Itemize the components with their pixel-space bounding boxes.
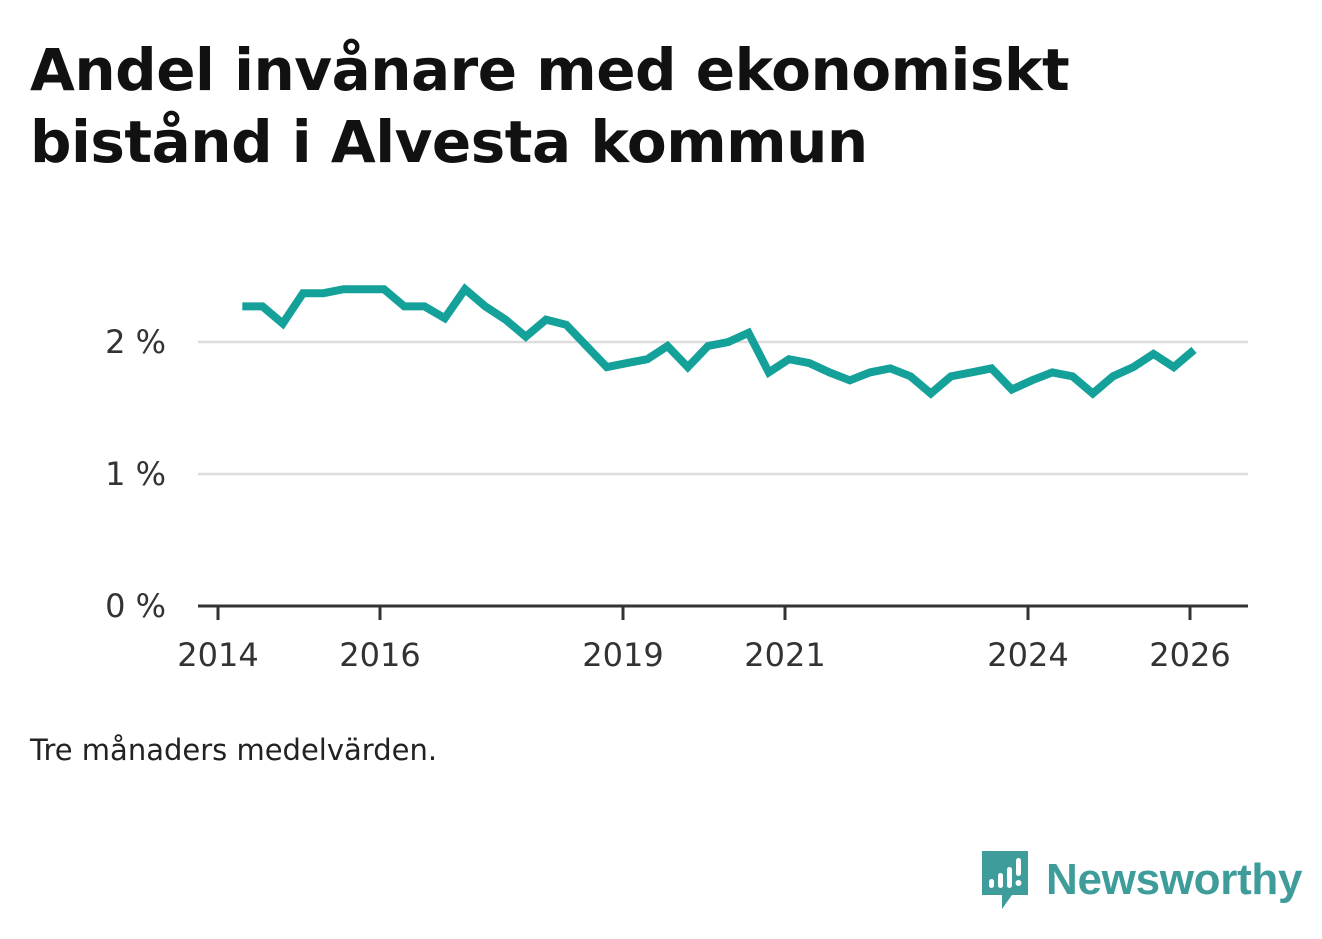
x-tick-label: 2014 (177, 636, 258, 674)
x-tick-label: 2016 (339, 636, 420, 674)
y-tick-label: 0 % (105, 587, 166, 625)
y-tick-label: 1 % (105, 455, 166, 493)
gridlines (198, 340, 1248, 476)
x-tick-label: 2024 (987, 636, 1068, 674)
x-tick-label: 2026 (1149, 636, 1230, 674)
y-axis-ticks: 0 % 1 % 2 % (105, 323, 166, 625)
series-layer (242, 283, 1197, 399)
brand-logo[interactable]: Newsworthy (980, 848, 1302, 912)
x-axis-ticks: 2014 2016 2019 2021 2024 2026 (177, 606, 1231, 674)
chart-title: Andel invånare med ekonomiskt bistånd i … (30, 36, 1070, 176)
series-line-0 (242, 283, 1197, 399)
y-tick-label: 2 % (105, 323, 166, 361)
brand-name: Newsworthy (1046, 855, 1303, 904)
x-tick-label: 2021 (744, 636, 825, 674)
chart-note: Tre månaders medelvärden. (30, 733, 438, 767)
x-tick-label: 2019 (582, 636, 663, 674)
newsworthy-logo-icon (982, 851, 1028, 909)
